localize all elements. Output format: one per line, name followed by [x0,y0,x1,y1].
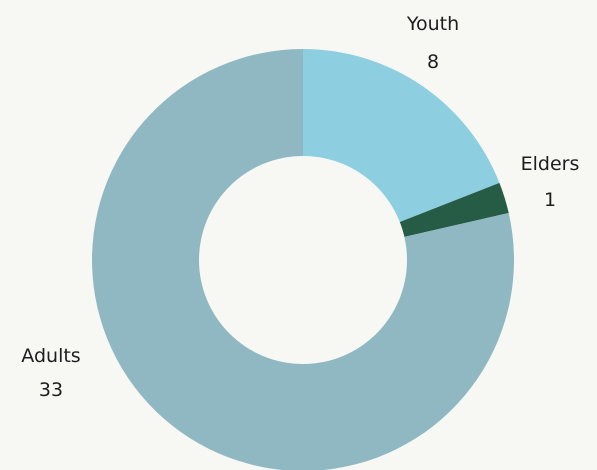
label-youth-name: Youth [406,13,459,35]
label-adults-value: 33 [39,379,63,401]
label-elders-value: 1 [544,189,556,211]
donut-hole [199,156,407,364]
slice-adults [92,49,514,470]
label-adults-name: Adults [21,345,80,367]
label-youth-value: 8 [427,51,439,73]
label-elders-name: Elders [521,153,580,175]
